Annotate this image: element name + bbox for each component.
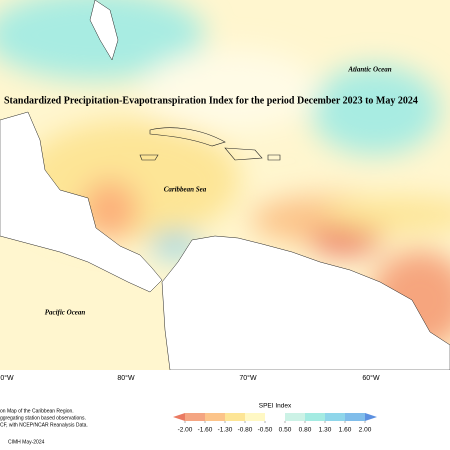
cuba: [149, 127, 226, 147]
longitude-label: 60°W: [362, 374, 380, 382]
longitude-label: 0°W: [0, 374, 14, 382]
puerto-rico: [267, 154, 281, 161]
legend-title: SPEI Index: [259, 403, 292, 410]
south-america: [161, 235, 450, 370]
legend-tick-label: -1.60: [198, 427, 213, 434]
title: Standardized Precipitation-Evapotranspir…: [4, 95, 418, 106]
central-america: [0, 111, 163, 293]
ocean-label: Atlantic Ocean: [347, 66, 391, 74]
jamaica: [139, 154, 159, 161]
legend-tick-label: 1.30: [319, 427, 332, 434]
legend-tick-label: 0.80: [299, 427, 312, 434]
note: CF, with NCEP/NCAR Reanalysis Data.: [0, 422, 88, 428]
legend-swatch: [205, 413, 226, 421]
legend-arrow: [173, 413, 185, 421]
map: [0, 0, 450, 370]
legend-swatch: [185, 413, 206, 421]
hispaniola: [224, 147, 263, 161]
legend-tick-label: -0.50: [258, 427, 273, 434]
legend-swatch: [245, 413, 266, 421]
credit: CIMH May-2024: [8, 439, 45, 445]
legend-tick-label: 2.00: [359, 427, 372, 434]
legend-arrow: [365, 413, 377, 421]
note: on Map of the Caribbean Region.: [0, 408, 74, 414]
legend-swatch: [225, 413, 246, 421]
florida: [89, 0, 119, 61]
legend-swatch: [265, 413, 286, 421]
longitude-label: 80°W: [117, 374, 135, 382]
legend-tick-label: -0.80: [238, 427, 253, 434]
legend-swatch: [345, 413, 366, 421]
ocean-label: Pacific Ocean: [45, 309, 86, 317]
legend-swatch: [285, 413, 306, 421]
legend-swatch: [305, 413, 326, 421]
note: ggregating station based observations.: [0, 415, 86, 421]
legend-tick-label: -1.30: [218, 427, 233, 434]
legend-swatch: [325, 413, 346, 421]
longitude-label: 70°W: [239, 374, 257, 382]
legend-tick-label: 1.60: [339, 427, 352, 434]
legend-tick-label: -2.00: [178, 427, 193, 434]
legend-tick-label: 0.50: [279, 427, 292, 434]
legend: -2.00 -1.60 -1.30 -0.80 -0.50 0.50 0.80 1.30 1.6…: [173, 413, 377, 434]
ocean-label: Caribbean Sea: [164, 186, 207, 194]
